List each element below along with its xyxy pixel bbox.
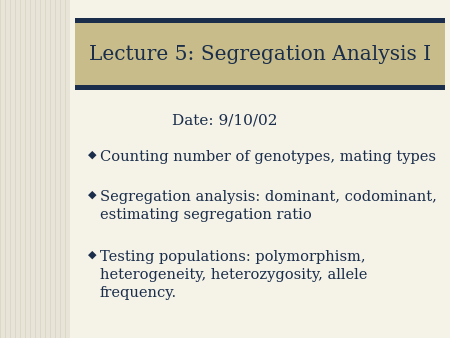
Bar [70, 0, 450, 338]
Bar [75, 18, 445, 23]
Text: ◆: ◆ [88, 150, 96, 160]
Text: Counting number of genotypes, mating types: Counting number of genotypes, mating typ… [100, 150, 436, 164]
Text: Lecture 5: Segregation Analysis I: Lecture 5: Segregation Analysis I [89, 45, 431, 64]
Bar [35, 0, 36, 338]
Text: Segregation analysis: dominant, codominant,
estimating segregation ratio: Segregation analysis: dominant, codomina… [100, 190, 436, 222]
Bar [65, 0, 66, 338]
Bar [60, 0, 61, 338]
Bar [15, 0, 16, 338]
Bar [0, 0, 70, 338]
Bar [30, 0, 31, 338]
Bar [45, 0, 46, 338]
Bar [40, 0, 41, 338]
Bar [0, 0, 1, 338]
Bar [75, 85, 445, 90]
Bar [55, 0, 56, 338]
Text: Date: 9/10/02: Date: 9/10/02 [172, 113, 278, 127]
Bar [50, 0, 51, 338]
Bar [5, 0, 6, 338]
Text: ◆: ◆ [88, 250, 96, 260]
Bar [10, 0, 11, 338]
Text: ◆: ◆ [88, 190, 96, 200]
Bar [20, 0, 21, 338]
Bar [25, 0, 26, 338]
Text: Testing populations: polymorphism,
heterogeneity, heterozygosity, allele
frequen: Testing populations: polymorphism, heter… [100, 250, 367, 300]
Bar [75, 23, 445, 85]
